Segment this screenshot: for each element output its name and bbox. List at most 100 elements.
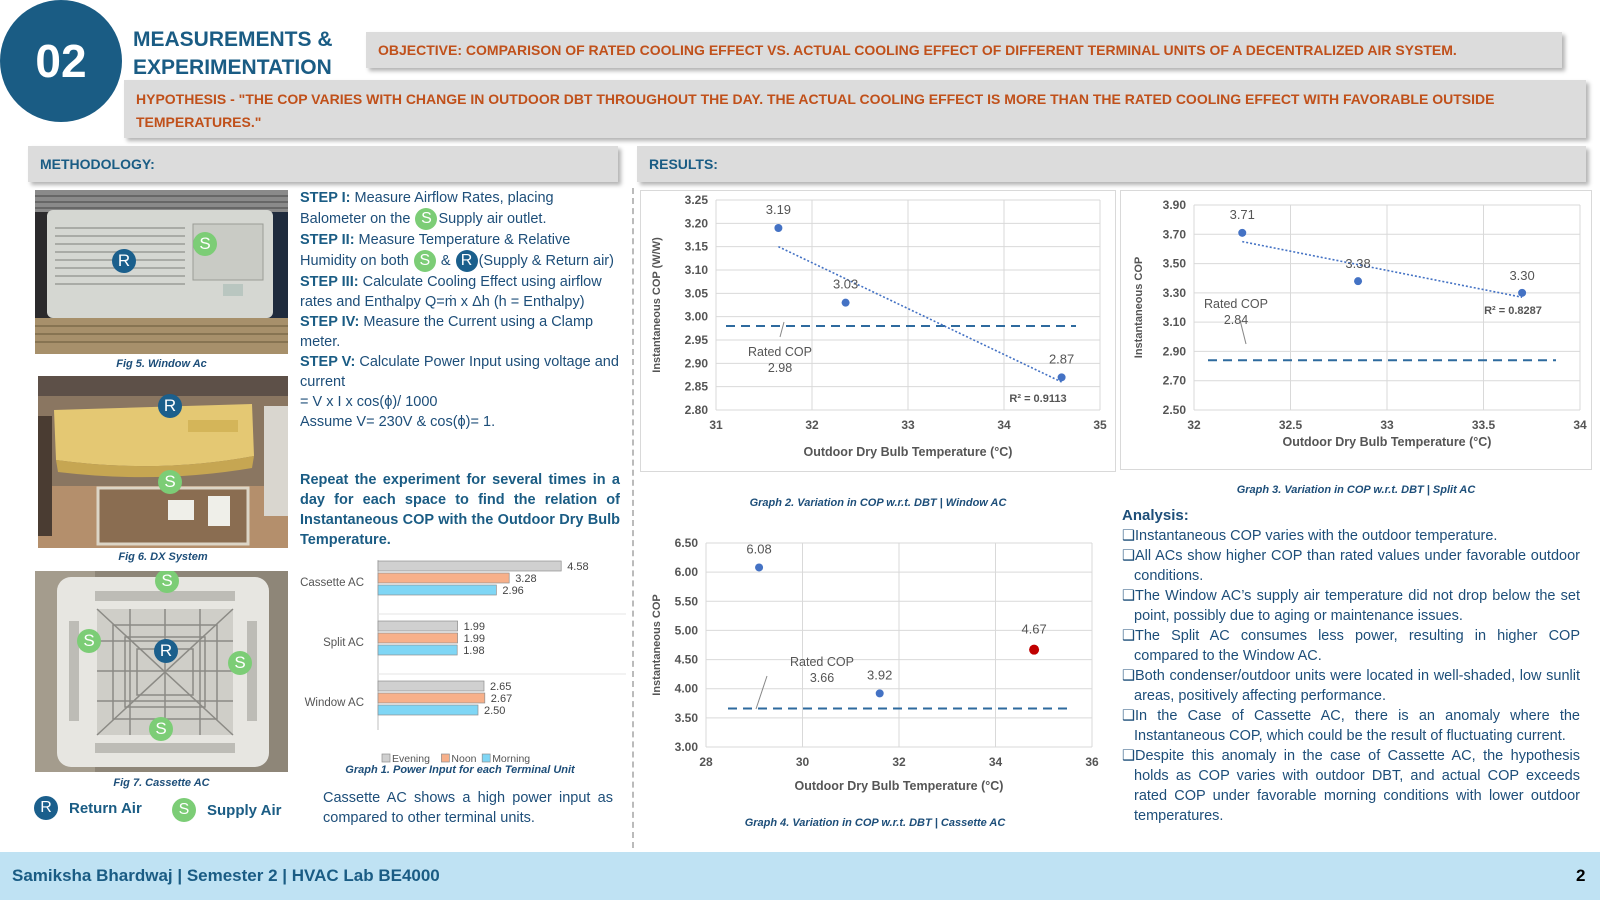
graph1-legend-swatch (441, 753, 450, 763)
graph4-xtick-label: 30 (796, 755, 810, 769)
graph1-category-label: Cassette AC (300, 577, 364, 589)
methodology-steps: STEP I: Measure Airflow Rates, placing B… (300, 188, 620, 432)
graph2-trendline (778, 245, 1062, 383)
graph3-caption: Graph 3. Variation in COP w.r.t. DBT | S… (1236, 484, 1476, 496)
graph2-y-axis-title: Instantaneous COP (W/W) (651, 237, 663, 373)
section-title-line2: EXPERIMENTATION (133, 56, 332, 79)
graph4-point-label: 3.92 (867, 667, 892, 682)
graph4-xtick-label: 28 (699, 755, 713, 769)
step-4-label: STEP IV: (300, 314, 360, 330)
bullet-icon: ❑ (1122, 668, 1135, 684)
step-3-label: STEP III: (300, 274, 359, 290)
graph1-bar (377, 680, 485, 692)
supply-marker-inline: S (415, 208, 438, 230)
fig5-caption: Fig 5. Window Ac (116, 358, 207, 370)
supply-marker: S (228, 651, 252, 675)
analysis-item-text: In the Case of Cassette AC, there is an … (1134, 708, 1580, 744)
graph2-ytick-label: 3.20 (685, 216, 709, 230)
graph2-data-point (1057, 373, 1066, 382)
graph3-ytick-label: 2.90 (1163, 344, 1187, 358)
graph2-ytick-label: 3.00 (685, 310, 709, 324)
graph3-rated-cop-value: 2.84 (1224, 313, 1248, 327)
analysis-item: ❑The Window AC’s supply air temperature … (1122, 586, 1580, 626)
graph2-r2-label: R² = 0.9113 (1009, 393, 1066, 405)
graph3-data-point (1238, 228, 1247, 237)
dx-system-photo: R S (38, 376, 288, 548)
return-marker: R (154, 639, 178, 663)
footer-bar (0, 852, 1600, 900)
return-marker: R (158, 394, 182, 418)
graph2-xtick-label: 35 (1093, 418, 1107, 432)
graph4-data-point (875, 689, 884, 698)
graph2-ytick-label: 2.80 (685, 403, 709, 417)
graph3-ytick-label: 3.90 (1163, 198, 1187, 212)
bullet-icon: ❑ (1122, 548, 1135, 564)
analysis-section: Analysis: ❑Instantaneous COP varies with… (1122, 506, 1580, 826)
step-4-text: Measure the Current using a Clamp meter. (300, 314, 594, 350)
graph4-ytick-label: 6.00 (675, 565, 699, 579)
graph3-ytick-label: 3.70 (1163, 227, 1187, 241)
graph4-xtick-label: 34 (989, 755, 1003, 769)
graph3-data-point (1354, 277, 1363, 286)
hypothesis-banner: HYPOTHESIS - "THE COP VARIES WITH CHANGE… (124, 80, 1586, 138)
graph3-x-axis-title: Outdoor Dry Bulb Temperature (°C) (1283, 435, 1492, 449)
graph2-xtick-label: 33 (901, 418, 915, 432)
graph1-value-label: 4.58 (567, 561, 588, 573)
graph4-point-label: 4.67 (1021, 622, 1046, 637)
graph1-bar (377, 644, 458, 656)
graph2-ytick-label: 3.15 (685, 240, 709, 254)
bullet-icon: ❑ (1122, 708, 1135, 724)
graph4-caption: Graph 4. Variation in COP w.r.t. DBT | C… (744, 817, 1006, 829)
graph3-r2-label: R² = 0.8287 (1484, 305, 1542, 317)
graph4-data-point (755, 563, 764, 572)
graph2-rated-cop-value: 2.98 (768, 361, 792, 375)
graph2-point-label: 2.87 (1049, 351, 1074, 366)
graph3-frame (1120, 190, 1592, 470)
bullet-icon: ❑ (1122, 528, 1135, 544)
graph1-category-label: Window AC (305, 697, 364, 709)
graph4-rated-cop-label: Rated COP (790, 655, 854, 669)
analysis-item: ❑Despite this anomaly in the case of Cas… (1122, 746, 1580, 826)
cassette-ac-photo: S S R S S (35, 571, 288, 772)
return-marker-inline: R (455, 250, 478, 272)
graph3-xtick-label: 33 (1380, 418, 1394, 432)
supply-air-legend: S Supply Air (171, 798, 281, 822)
section-title: MEASUREMENTS & EXPERIMENTATION (133, 26, 353, 82)
step-2-amp: & (436, 252, 455, 269)
supply-marker: S (155, 571, 179, 593)
graph1-value-label: 1.99 (464, 621, 485, 633)
graph3-ytick-label: 2.70 (1163, 374, 1187, 388)
supply-marker-inline: S (413, 250, 436, 272)
graph2-ytick-label: 3.25 (685, 193, 709, 207)
graph1-value-label: 3.28 (515, 573, 536, 585)
graph4-ytick-label: 6.50 (675, 536, 699, 550)
analysis-item: ❑All ACs show higher COP than rated valu… (1122, 546, 1580, 586)
return-marker: R (112, 249, 136, 273)
graph4-anomaly-point (1029, 644, 1040, 655)
return-air-legend: R Return Air (33, 796, 142, 820)
step-1-label: STEP I: (300, 190, 351, 206)
graph2-x-axis-title: Outdoor Dry Bulb Temperature (°C) (804, 445, 1013, 459)
graph1-value-label: 2.50 (484, 705, 505, 717)
analysis-item: ❑In the Case of Cassette AC, there is an… (1122, 706, 1580, 746)
graph3-point-label: 3.38 (1345, 256, 1370, 271)
graph2-ytick-label: 2.90 (685, 356, 709, 370)
graph1-caption: Graph 1. Power Input for each Terminal U… (345, 764, 575, 776)
graph3-rated-cop-leader (1239, 319, 1247, 345)
supply-marker: S (193, 232, 217, 256)
graph1-bar (377, 704, 479, 716)
objective-banner: OBJECTIVE: COMPARISON OF RATED COOLING E… (366, 32, 1562, 68)
graph2-rated-cop-leader (779, 321, 785, 338)
graph2-data-point (774, 224, 783, 232)
graph4-ytick-label: 4.00 (675, 682, 699, 696)
analysis-item: ❑The Split AC consumes less power, resul… (1122, 626, 1580, 666)
analysis-item-text: The Window AC’s supply air temperature d… (1134, 588, 1580, 624)
graph2-rated-cop-label: Rated COP (748, 345, 812, 359)
graph4-ytick-label: 4.50 (675, 653, 699, 667)
supply-legend-marker: S (172, 798, 196, 822)
graph4-ytick-label: 3.00 (675, 740, 699, 754)
return-air-label: Return Air (69, 799, 142, 817)
fig6-caption: Fig 6. DX System (118, 551, 208, 563)
